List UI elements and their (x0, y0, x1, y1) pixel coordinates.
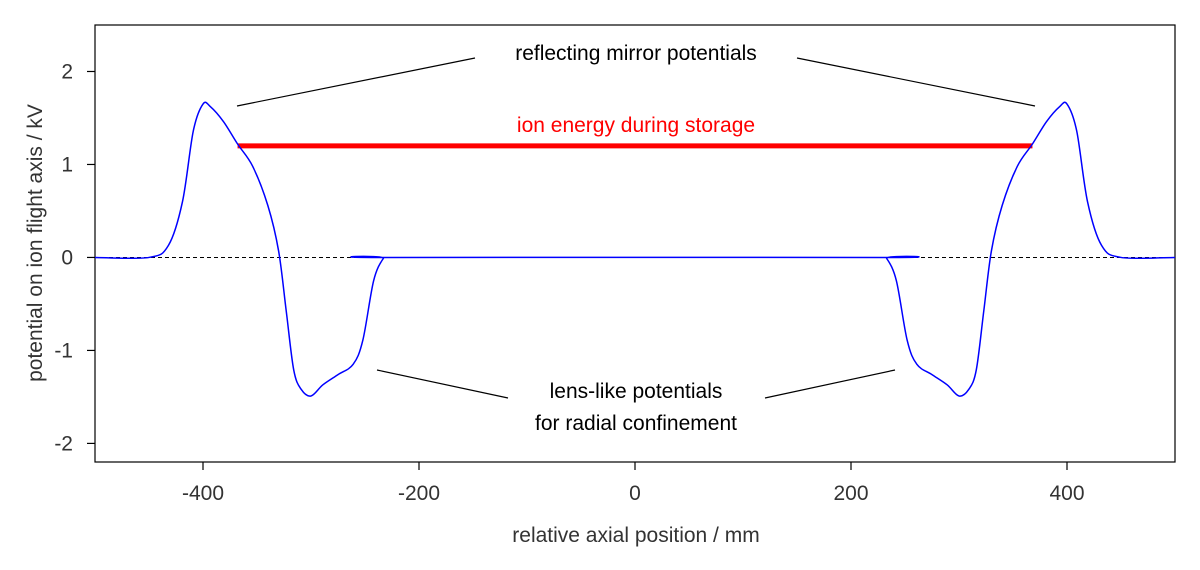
x-axis-label: relative axial position / mm (512, 524, 759, 547)
annotation-lens-line2: for radial confinement (535, 412, 737, 435)
annotation-ion-energy: ion energy during storage (517, 114, 755, 137)
y-tick-label: -1 (54, 339, 73, 362)
y-tick-label: 2 (61, 60, 73, 83)
annotations: reflecting mirror potentials ion energy … (236, 42, 1036, 435)
x-axis: -400 -200 0 200 400 (182, 462, 1085, 505)
y-tick-label: 1 (61, 153, 73, 176)
x-tick-label: -400 (182, 482, 224, 505)
x-tick-label: 400 (1049, 482, 1084, 505)
series-layer (94, 101, 1176, 397)
y-tick-label: 0 (61, 246, 73, 269)
potential-curve (94, 101, 1176, 397)
pointer-lens-right (764, 369, 896, 399)
y-axis-label: potential on ion flight axis / kV (24, 104, 47, 382)
x-tick-label: 0 (629, 482, 641, 505)
pointer-mirror-left (236, 57, 476, 107)
x-tick-label: 200 (833, 482, 868, 505)
pointer-lens-left (376, 369, 509, 399)
annotation-mirror: reflecting mirror potentials (515, 42, 757, 65)
x-tick-label: -200 (398, 482, 440, 505)
pointer-mirror-right (796, 57, 1036, 107)
annotation-lens-line1: lens-like potentials (550, 380, 723, 403)
y-tick-label: -2 (54, 432, 73, 455)
y-axis: -2 -1 0 1 2 (54, 60, 95, 455)
